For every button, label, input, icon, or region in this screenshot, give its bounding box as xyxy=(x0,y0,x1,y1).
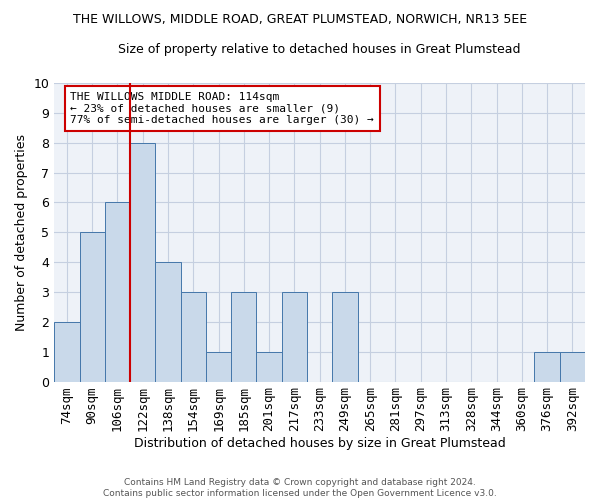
Text: THE WILLOWS, MIDDLE ROAD, GREAT PLUMSTEAD, NORWICH, NR13 5EE: THE WILLOWS, MIDDLE ROAD, GREAT PLUMSTEA… xyxy=(73,12,527,26)
Bar xyxy=(105,202,130,382)
Y-axis label: Number of detached properties: Number of detached properties xyxy=(15,134,28,331)
Bar xyxy=(130,143,155,382)
Bar xyxy=(80,232,105,382)
Text: Contains HM Land Registry data © Crown copyright and database right 2024.
Contai: Contains HM Land Registry data © Crown c… xyxy=(103,478,497,498)
Bar xyxy=(256,352,282,382)
Bar xyxy=(181,292,206,382)
Bar xyxy=(560,352,585,382)
Text: THE WILLOWS MIDDLE ROAD: 114sqm
← 23% of detached houses are smaller (9)
77% of : THE WILLOWS MIDDLE ROAD: 114sqm ← 23% of… xyxy=(70,92,374,125)
Bar xyxy=(282,292,307,382)
Bar xyxy=(206,352,231,382)
Bar xyxy=(231,292,256,382)
Bar xyxy=(155,262,181,382)
X-axis label: Distribution of detached houses by size in Great Plumstead: Distribution of detached houses by size … xyxy=(134,437,506,450)
Title: Size of property relative to detached houses in Great Plumstead: Size of property relative to detached ho… xyxy=(118,42,521,56)
Bar xyxy=(535,352,560,382)
Bar xyxy=(54,322,80,382)
Bar xyxy=(332,292,358,382)
